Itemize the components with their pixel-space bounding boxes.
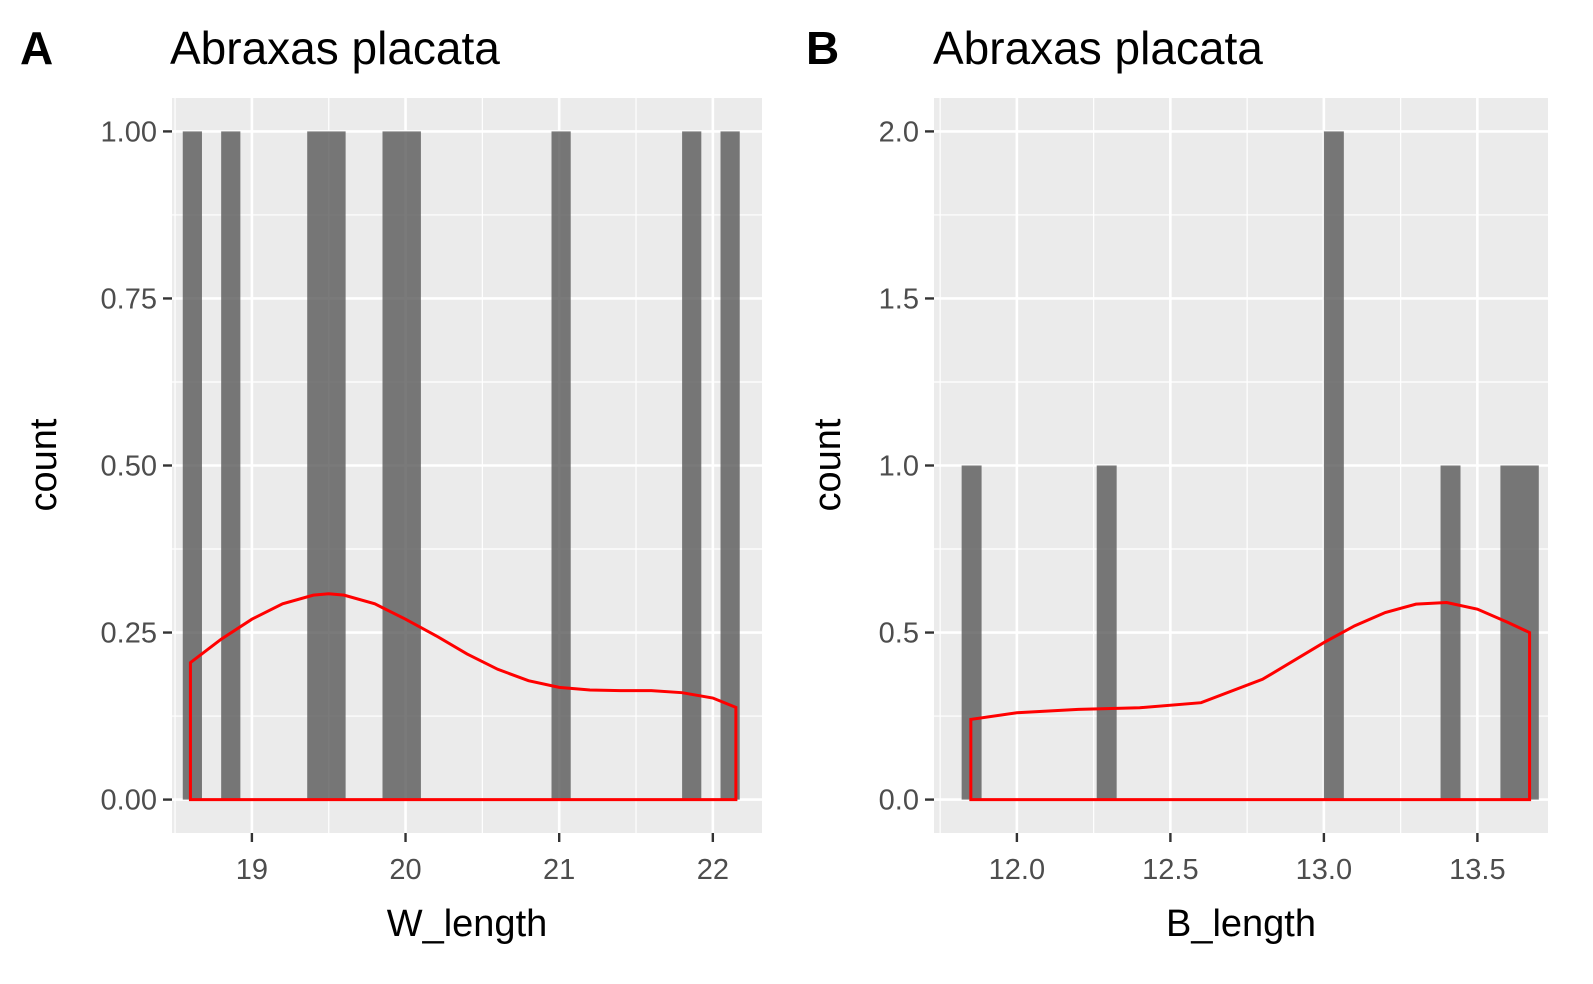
panel-b-y-axis: 0.0 0.5 1.0 1.5 2.0: [879, 116, 934, 817]
y-tick-label: 1.5: [879, 283, 919, 315]
x-tick-label: 19: [236, 854, 268, 886]
histogram-bar: [382, 131, 421, 800]
histogram-bar: [720, 131, 740, 800]
y-tick-label: 0.0: [879, 785, 919, 817]
panel-a-y-axis: 0.00 0.25 0.50 0.75 1.00: [101, 116, 172, 817]
y-tick-label: 1.0: [879, 451, 919, 483]
panel-a-x-axis: 19 20 21 22: [236, 833, 729, 886]
panel-a-title: Abraxas placata: [170, 22, 500, 74]
histogram-bar: [551, 131, 571, 800]
histogram-bar: [182, 131, 202, 800]
panel-a-bars: [182, 131, 740, 800]
panel-a-y-axis-title: count: [23, 418, 65, 511]
x-tick-label: 22: [697, 854, 729, 886]
panel-a: A Abraxas placata 0.00 0.25 0.50 0.75 1.00 1…: [20, 22, 762, 945]
histogram-bar: [961, 465, 982, 800]
x-tick-label: 20: [389, 854, 421, 886]
y-tick-label: 0.75: [101, 283, 157, 315]
y-tick-label: 1.00: [101, 116, 157, 148]
panel-b-density-curve: [969, 600, 1532, 802]
panel-b: B Abraxas placata 0.00.51.01.52.0 12.0 12…: [806, 22, 1548, 945]
panel-a-density-curve: [188, 592, 738, 802]
panel-b-label: B: [806, 22, 839, 74]
histogram-bar: [682, 131, 702, 800]
y-tick-label: 2.0: [879, 116, 919, 148]
panel-b-bars: [961, 131, 1539, 800]
panel-b-title: Abraxas placata: [933, 22, 1263, 74]
panel-b-y-axis-title: count: [807, 418, 849, 511]
histogram-bar: [1440, 465, 1461, 800]
panel-b-x-axis-title: B_length: [1166, 903, 1316, 945]
histogram-bar: [1500, 465, 1539, 800]
y-tick-label: 0.25: [101, 618, 157, 650]
histogram-bar: [307, 131, 346, 800]
y-tick-label: 0.5: [879, 618, 919, 650]
x-tick-label: 13.5: [1449, 854, 1505, 886]
panel-a-label: A: [20, 22, 53, 74]
panel-a-x-axis-title: W_length: [387, 903, 548, 945]
histogram-bar: [221, 131, 241, 800]
x-tick-label: 12.0: [989, 854, 1045, 886]
y-tick-label: 0.50: [101, 451, 157, 483]
x-tick-label: 12.5: [1142, 854, 1198, 886]
x-tick-label: 21: [543, 854, 575, 886]
panel-b-x-axis: 12.0 12.5 13.0 13.5: [989, 833, 1506, 886]
x-tick-label: 13.0: [1296, 854, 1352, 886]
histogram-bar: [1323, 131, 1344, 800]
y-tick-label: 0.00: [101, 785, 157, 817]
histogram-bar: [1096, 465, 1117, 800]
